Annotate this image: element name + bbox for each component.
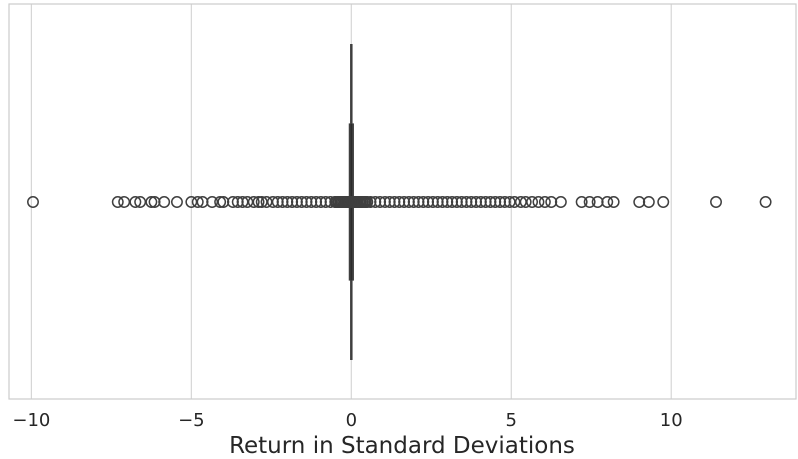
outlier-point	[369, 196, 382, 208]
outlier-point	[111, 196, 124, 208]
outlier-point	[526, 196, 539, 208]
outlier-point	[266, 196, 279, 208]
outlier-point	[27, 196, 39, 208]
outlier-point	[388, 196, 401, 208]
outlier-point	[759, 196, 772, 208]
outlier-point	[378, 196, 391, 208]
outlier-point	[465, 196, 478, 208]
outlier-point	[134, 196, 147, 208]
outlier-point	[538, 196, 551, 208]
outlier-point	[271, 196, 284, 208]
outlier-point	[710, 196, 722, 208]
x-tick-labels: −10 −5 0 5 10	[12, 410, 682, 431]
x-axis-label: Return in Standard Deviations	[229, 433, 575, 459]
outlier-point	[324, 196, 337, 208]
outlier-point	[290, 196, 303, 208]
outlier-point	[441, 196, 454, 208]
x-tick-label: 0	[346, 410, 357, 431]
outlier-point	[545, 196, 558, 208]
outlier-point	[361, 196, 374, 208]
outlier-point	[252, 196, 265, 208]
outlier-point	[601, 196, 614, 208]
outlier-point	[412, 196, 425, 208]
outlier-point	[148, 196, 161, 208]
outlier-point	[554, 196, 567, 208]
outlier-point	[514, 196, 527, 208]
outlier-point	[206, 196, 219, 208]
outlier-point	[214, 196, 227, 208]
x-tick-label: −5	[178, 410, 205, 431]
outlier-point	[426, 196, 439, 208]
outlier-point	[191, 196, 204, 208]
outlier-point	[260, 196, 273, 208]
outlier-point	[247, 196, 260, 208]
outlier-point	[474, 196, 487, 208]
outlier-point	[519, 196, 532, 208]
x-tick-label: −10	[12, 410, 50, 431]
outlier-point	[276, 196, 289, 208]
outlier-point	[374, 196, 387, 208]
outlier-point	[583, 196, 596, 208]
outlier-point	[532, 196, 545, 208]
outlier-point	[494, 196, 507, 208]
outlier-point	[145, 196, 158, 208]
outlier-point	[470, 196, 483, 208]
outlier-point	[231, 196, 244, 208]
outlier-point	[383, 196, 396, 208]
outlier-point	[129, 196, 142, 208]
outlier-point	[407, 196, 420, 208]
outlier-point	[281, 196, 294, 208]
plot-background	[9, 4, 796, 399]
outlier-point	[417, 196, 430, 208]
outlier-point	[591, 196, 604, 208]
outlier-point	[460, 196, 473, 208]
outlier-point	[479, 196, 492, 208]
outlier-point	[450, 196, 463, 208]
outlier-point	[241, 196, 254, 208]
outlier-point	[508, 196, 521, 208]
outlier-point	[364, 196, 377, 208]
outlier-point	[607, 196, 620, 208]
outlier-point	[455, 196, 468, 208]
outlier-point	[295, 196, 308, 208]
outlier-point	[196, 196, 209, 208]
outlier-point	[633, 196, 646, 208]
outlier-point	[319, 196, 332, 208]
outlier-point	[314, 196, 327, 208]
outlier-point	[286, 196, 299, 208]
outlier-point	[402, 196, 415, 208]
outlier-points	[27, 196, 772, 208]
outlier-point	[642, 196, 655, 208]
outlier-point	[305, 196, 318, 208]
outlier-point	[657, 196, 670, 208]
x-tick-label: 5	[506, 410, 517, 431]
outlier-point	[489, 196, 502, 208]
outlier-point	[226, 196, 239, 208]
outlier-point	[118, 196, 131, 208]
outlier-point	[393, 196, 406, 208]
plot-frame	[8, 3, 797, 400]
outlier-point	[158, 196, 171, 208]
outlier-point	[217, 196, 230, 208]
outlier-point	[310, 196, 323, 208]
outlier-point	[436, 196, 449, 208]
outlier-point	[398, 196, 411, 208]
outlier-point	[255, 196, 268, 208]
outlier-point	[236, 196, 249, 208]
outlier-point	[300, 196, 313, 208]
outlier-point	[575, 196, 588, 208]
outlier-point	[484, 196, 497, 208]
outlier-point	[498, 196, 511, 208]
x-tick-label: 10	[660, 410, 683, 431]
outlier-point	[446, 196, 459, 208]
outlier-point	[422, 196, 435, 208]
outlier-point	[185, 196, 198, 208]
outlier-point	[503, 196, 516, 208]
outlier-point	[431, 196, 444, 208]
outlier-point	[171, 196, 183, 208]
